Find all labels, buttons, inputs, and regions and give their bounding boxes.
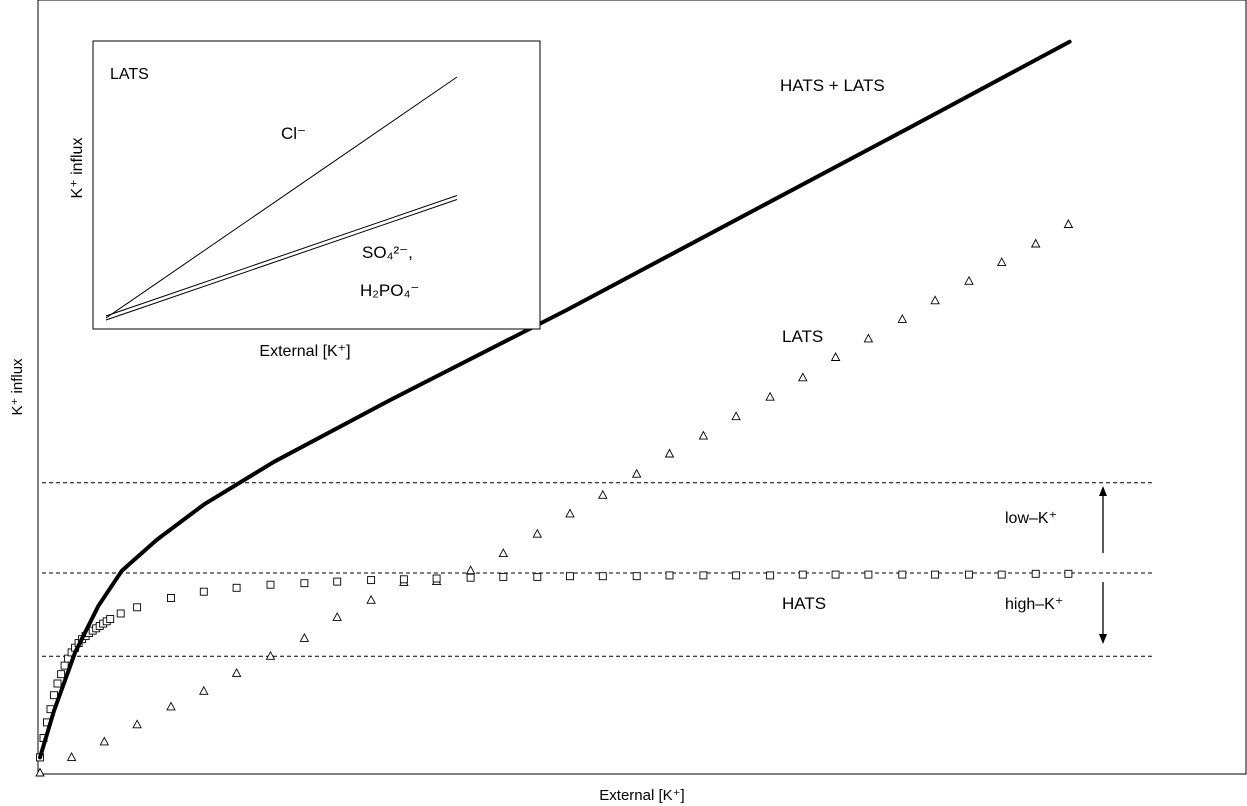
lats-point <box>830 352 841 361</box>
hats-point <box>632 572 641 581</box>
annotation-low-k: low–K⁺ <box>1005 510 1057 527</box>
hats-lats-line <box>38 39 1072 760</box>
lats-point <box>996 257 1007 267</box>
lats-point <box>199 685 209 695</box>
hats-point <box>432 574 441 583</box>
hats-point <box>864 570 873 579</box>
lats-point <box>631 468 642 478</box>
inset-line-cl <box>105 76 458 319</box>
hats-point <box>732 571 741 580</box>
lats-point <box>132 719 142 729</box>
lats-point <box>698 430 709 440</box>
lats-point <box>231 667 242 677</box>
hats-point <box>167 594 175 602</box>
hats-point <box>399 575 408 584</box>
hats-point <box>57 670 66 679</box>
lats-point <box>664 448 675 458</box>
lats-point <box>99 736 110 746</box>
inset-label-cl: Cl⁻ <box>281 124 306 143</box>
inset-line-so4-h2po4-0 <box>105 195 458 317</box>
hats-point <box>566 572 574 581</box>
hats-point <box>60 661 69 670</box>
inset-y-axis-label: K⁺ influx <box>69 138 86 199</box>
hats-point <box>598 572 607 581</box>
lats-point <box>66 751 77 761</box>
hats-point <box>898 570 907 579</box>
lats-point <box>498 548 509 558</box>
hats-point <box>997 570 1006 579</box>
hats-point <box>232 583 241 592</box>
plot-frame <box>37 0 1247 775</box>
hats-point <box>50 691 58 700</box>
hats-point <box>798 570 807 579</box>
hats-point <box>831 570 840 579</box>
hats-point <box>533 572 542 581</box>
hats-point <box>499 572 508 581</box>
annotation-hats-lats: HATS + LATS <box>780 76 885 95</box>
hats-point <box>106 615 115 623</box>
hats-point <box>133 603 142 612</box>
hats-point <box>266 580 275 589</box>
hats-point <box>965 570 973 579</box>
inset-label-so4: SO₄²⁻, <box>362 243 413 262</box>
lats-point <box>731 411 741 421</box>
lats-point <box>465 565 476 575</box>
lats-point <box>1063 219 1074 228</box>
lats-point <box>1030 238 1041 248</box>
hats-point <box>367 576 376 585</box>
annotation-lats: LATS <box>782 327 823 346</box>
hats-point <box>300 579 309 588</box>
lats-point <box>930 295 940 305</box>
lats-point <box>765 391 775 401</box>
lats-series <box>35 219 1074 777</box>
lats-point <box>964 275 974 285</box>
hats-point <box>1031 569 1040 578</box>
hats-point <box>333 577 342 586</box>
hats-point <box>466 573 475 582</box>
annotation-high-k: high–K⁺ <box>1005 596 1063 613</box>
inset-chart: LATS External [K⁺] K⁺ influx Cl⁻ SO₄²⁻, … <box>69 40 541 360</box>
range-arrows <box>1099 486 1107 644</box>
hats-point <box>1064 569 1073 578</box>
hats-point <box>699 571 708 580</box>
hats-lats-series <box>38 39 1072 760</box>
lats-point <box>265 650 276 660</box>
hats-point <box>116 609 125 618</box>
lats-point <box>565 508 575 518</box>
high-k-arrow-head <box>1099 634 1107 644</box>
inset-x-axis-label: External [K⁺] <box>259 343 350 360</box>
x-axis-label: External [K⁺] <box>599 787 684 804</box>
inset-frame <box>92 40 541 330</box>
lats-point <box>299 632 310 642</box>
inset-lines <box>105 76 458 321</box>
hats-point <box>931 570 940 579</box>
hats-point <box>199 587 208 596</box>
reference-lines <box>42 482 1155 657</box>
lats-point <box>366 594 376 604</box>
hats-point <box>53 679 62 688</box>
hats-point <box>766 571 775 580</box>
lats-point <box>35 767 45 777</box>
lats-point <box>798 372 808 382</box>
inset-title: LATS <box>110 66 149 83</box>
lats-point <box>332 611 342 621</box>
hats-point <box>665 571 674 580</box>
lats-point <box>166 701 176 711</box>
inset-label-h2po4: H₂PO₄⁻ <box>360 281 419 300</box>
lats-point <box>863 333 874 343</box>
annotation-hats: HATS <box>782 594 826 613</box>
lats-point <box>897 313 908 323</box>
y-axis-label: K⁺ influx <box>9 358 26 416</box>
lats-point <box>598 489 608 499</box>
hats-series <box>36 569 1073 762</box>
inset-line-so4-h2po4-1 <box>105 199 458 321</box>
low-k-arrow-head <box>1099 486 1107 496</box>
lats-point <box>532 528 543 538</box>
